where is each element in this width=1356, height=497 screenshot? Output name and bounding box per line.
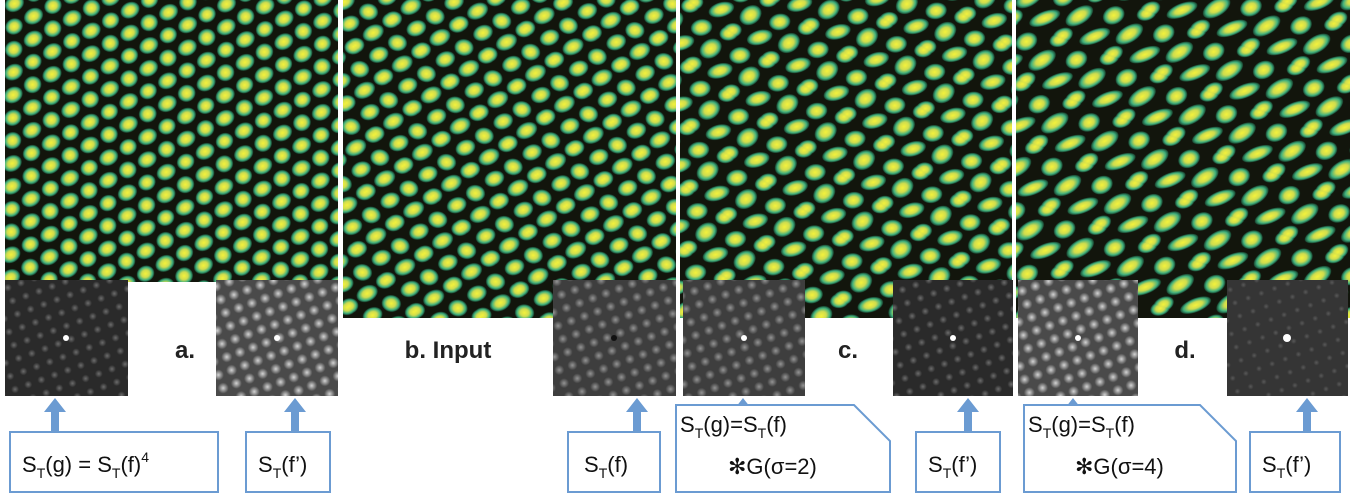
caption: ST(f’): [258, 452, 307, 481]
caption-part: (f’): [951, 452, 977, 477]
caption-part: (f): [607, 452, 628, 477]
caption-part: S: [584, 452, 599, 477]
arrow: [1296, 398, 1318, 432]
spectrum-center: [1283, 334, 1291, 342]
caption-part: (g)=S: [703, 412, 757, 437]
caption-part: (f): [766, 412, 787, 437]
caption-part: S: [1028, 412, 1043, 437]
caption-box: [10, 432, 218, 492]
caption-part: ✻G(σ=2): [728, 454, 817, 479]
spectrum-center: [274, 335, 280, 341]
panel-label: d.: [1174, 337, 1195, 364]
caption: ST(f’): [928, 452, 977, 481]
panel-label: c.: [838, 337, 858, 364]
caption: ✻G(σ=4): [1075, 454, 1164, 479]
texture-a: [5, 0, 338, 282]
arrow: [44, 398, 66, 432]
caption-part: 4: [141, 449, 149, 465]
spectrum-center: [950, 335, 956, 341]
caption-part: (g)=S: [1051, 412, 1105, 437]
caption: ✻G(σ=2): [728, 454, 817, 479]
caption-part: S: [928, 452, 943, 477]
caption-part: S: [22, 452, 37, 477]
texture-c: [680, 0, 1012, 318]
caption: ST(f’): [1262, 452, 1311, 481]
arrow: [626, 398, 648, 432]
caption-part: S: [258, 452, 273, 477]
spectrum-center: [1075, 335, 1081, 341]
texture-b: [343, 0, 676, 318]
panel-label: b. Input: [405, 337, 492, 364]
caption-part: S: [680, 412, 695, 437]
caption-part: S: [1262, 452, 1277, 477]
figure: a. b. Input c. d. ST(g) = ST(f)4ST(f’)ST…: [0, 0, 1356, 497]
panel-label: a.: [175, 337, 195, 364]
caption-part: (f): [120, 452, 141, 477]
caption-part: (g) = S: [45, 452, 112, 477]
caption-part: ✻G(σ=4): [1075, 454, 1164, 479]
caption-part: (f’): [281, 452, 307, 477]
arrow: [957, 398, 979, 432]
spectrum-center: [611, 335, 617, 341]
texture-d: [1016, 0, 1350, 318]
spectrum-center: [63, 335, 69, 341]
caption-part: (f): [1114, 412, 1135, 437]
arrow: [284, 398, 306, 432]
caption-part: (f’): [1285, 452, 1311, 477]
spectrum-center: [741, 335, 747, 341]
